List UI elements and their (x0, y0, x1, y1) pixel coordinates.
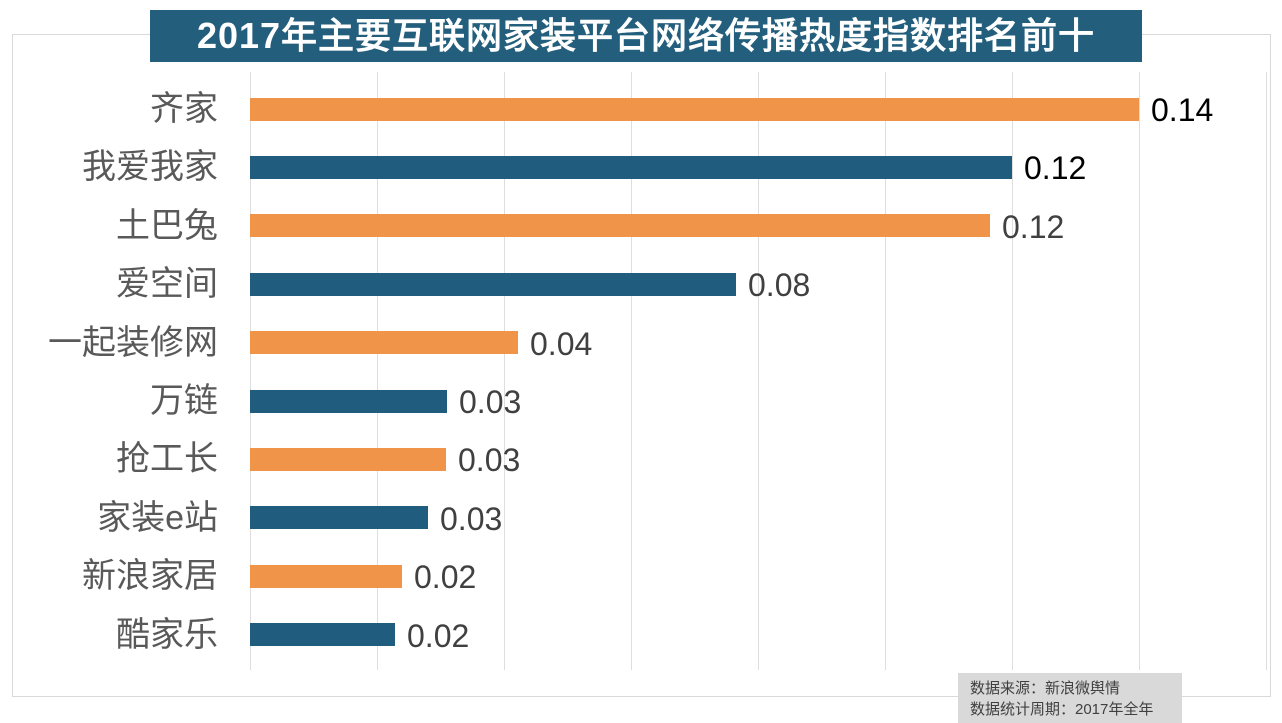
source-note: 数据来源：新浪微舆情 数据统计周期：2017年全年 (958, 673, 1182, 723)
category-label: 抢工长 (116, 440, 218, 479)
bar (250, 564, 402, 588)
bar (250, 389, 447, 413)
category-label: 新浪家居 (82, 557, 218, 596)
value-label: 0.03 (458, 442, 521, 479)
value-label: 0.03 (440, 500, 503, 537)
bar (250, 623, 395, 647)
value-label: 0.04 (530, 325, 593, 362)
grid-line (631, 72, 632, 670)
bar (250, 447, 446, 471)
grid-line (377, 72, 378, 670)
value-label: 0.12 (1002, 208, 1065, 245)
bar (250, 155, 1012, 179)
value-label: 0.14 (1151, 92, 1214, 128)
grid-line (1012, 72, 1013, 670)
bar (250, 214, 990, 238)
bar (250, 97, 1139, 121)
grid-line (250, 72, 251, 670)
chart-title: 2017年主要互联网家装平台网络传播热度指数排名前十 (150, 10, 1142, 62)
source-note-line2: 数据统计周期：2017年全年 (970, 701, 1154, 718)
value-label: 0.08 (748, 267, 811, 304)
value-label: 0.02 (407, 617, 470, 654)
category-label: 一起装修网 (48, 323, 218, 362)
category-label: 齐家 (150, 90, 218, 128)
grid-line (885, 72, 886, 670)
category-label: 万链 (150, 382, 218, 420)
value-label: 0.12 (1024, 150, 1087, 187)
grid-line (504, 72, 505, 670)
grid-line (758, 72, 759, 670)
category-label: 酷家乐 (116, 615, 218, 654)
chart-frame (12, 34, 1271, 697)
value-label: 0.03 (459, 384, 522, 420)
bar (250, 506, 428, 530)
grid-line (1266, 72, 1267, 670)
grid-line (1139, 72, 1140, 670)
value-label: 0.02 (414, 559, 477, 596)
source-note-line1: 数据来源：新浪微舆情 (970, 680, 1121, 697)
category-label: 土巴兔 (116, 206, 218, 245)
bar (250, 272, 736, 296)
bar (250, 331, 518, 355)
category-label: 家装e站 (97, 498, 218, 537)
category-label: 爱空间 (116, 265, 218, 304)
category-label: 我爱我家 (82, 148, 218, 187)
